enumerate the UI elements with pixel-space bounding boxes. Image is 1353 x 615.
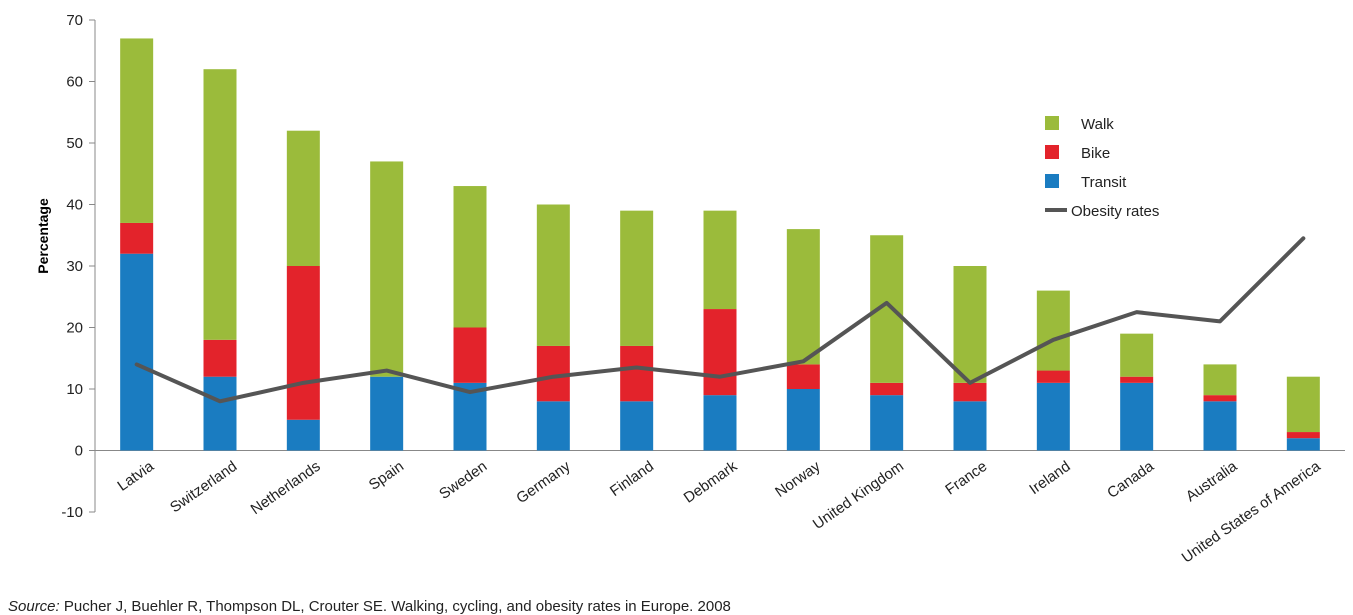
x-tick-label: France xyxy=(942,458,990,499)
y-tick-label: 0 xyxy=(75,443,83,460)
bars-group xyxy=(120,38,1320,451)
source-text: Pucher J, Buehler R, Thompson DL, Croute… xyxy=(63,598,731,615)
legend-label-obesity-rates: Obesity rates xyxy=(1071,203,1159,220)
x-tick-label: Ireland xyxy=(1026,458,1073,498)
y-tick-label: -10 xyxy=(61,504,83,521)
bar-bike xyxy=(120,222,154,254)
bar-walk xyxy=(203,69,237,340)
bar-transit xyxy=(703,395,737,451)
obesity-line-group xyxy=(134,236,1306,404)
bar-transit xyxy=(1120,382,1154,451)
x-tick-label: Spain xyxy=(366,458,407,494)
bar-transit xyxy=(1036,382,1070,451)
x-tick-label: United Kingdom xyxy=(810,458,907,533)
legend-label-bike: Bike xyxy=(1081,145,1110,162)
bar-transit xyxy=(620,401,654,451)
legend-swatch-walk xyxy=(1045,116,1059,130)
bar-transit xyxy=(286,419,320,451)
bar-bike xyxy=(1286,432,1320,439)
bar-walk xyxy=(786,229,820,365)
bar-transit xyxy=(370,376,404,451)
bar-walk xyxy=(370,161,404,377)
bar-walk xyxy=(1203,364,1237,396)
bar-bike xyxy=(703,309,737,396)
bar-transit xyxy=(120,253,154,451)
legend-swatch-transit xyxy=(1045,174,1059,188)
x-tick-label: Debmark xyxy=(681,458,741,507)
source-note: Source: Pucher J, Buehler R, Thompson DL… xyxy=(8,598,731,615)
legend: Walk Bike Transit Obesity rates xyxy=(1045,116,1159,220)
x-tick-label: Germany xyxy=(513,458,574,508)
x-tick-label: Canada xyxy=(1104,457,1157,501)
bar-bike xyxy=(203,339,237,377)
x-tick-label: Australia xyxy=(1183,457,1241,505)
x-tick-label: Switzerland xyxy=(167,458,240,516)
legend-swatch-bike xyxy=(1045,145,1059,159)
x-tick-label: Norway xyxy=(772,458,824,501)
bar-walk xyxy=(703,210,737,310)
x-tick-label: Finland xyxy=(607,458,657,500)
y-tick-label: 50 xyxy=(66,135,83,152)
y-tick-label: 60 xyxy=(66,74,83,91)
bar-walk xyxy=(120,38,154,223)
x-tick-label: Latvia xyxy=(114,457,157,494)
source-label: Source: xyxy=(8,598,60,615)
bar-walk xyxy=(953,266,987,383)
y-tick-label: 70 xyxy=(66,12,83,29)
bar-transit xyxy=(786,389,820,451)
bar-bike xyxy=(1203,395,1237,402)
y-tick-label: 10 xyxy=(66,381,83,398)
bar-transit xyxy=(953,401,987,451)
bar-walk xyxy=(1120,333,1154,377)
x-tick-label: Netherlands xyxy=(248,458,324,518)
legend-label-transit: Transit xyxy=(1081,174,1127,191)
bar-transit xyxy=(453,382,487,451)
bar-walk xyxy=(536,204,570,346)
bar-walk xyxy=(620,210,654,346)
bar-walk xyxy=(1036,290,1070,371)
bar-transit xyxy=(870,395,904,451)
bar-bike xyxy=(286,266,320,420)
x-tick-label: Sweden xyxy=(436,458,490,503)
bar-transit xyxy=(1286,438,1320,451)
bar-walk xyxy=(286,130,320,266)
y-tick-label: 20 xyxy=(66,320,83,337)
bar-transit xyxy=(536,401,570,451)
obesity-rates-line xyxy=(134,236,1306,404)
bar-bike xyxy=(870,382,904,396)
bar-bike xyxy=(1120,376,1154,383)
bar-walk xyxy=(1286,376,1320,433)
bar-transit xyxy=(1203,401,1237,451)
bar-transit xyxy=(203,376,237,451)
bar-bike xyxy=(953,382,987,402)
y-tick-label: 30 xyxy=(66,258,83,275)
y-tick-label: 40 xyxy=(66,197,83,214)
bar-walk xyxy=(453,186,487,328)
bar-bike xyxy=(453,327,487,383)
x-axis-ticks: Latvia Switzerland Netherlands Spain Sweden G… xyxy=(114,457,1324,566)
bar-bike xyxy=(1036,370,1070,383)
y-axis-label: Percentage xyxy=(35,198,51,274)
x-tick-label: United States of America xyxy=(1179,457,1325,566)
bar-bike xyxy=(786,364,820,389)
legend-label-walk: Walk xyxy=(1081,116,1114,133)
bar-bike xyxy=(620,345,654,402)
